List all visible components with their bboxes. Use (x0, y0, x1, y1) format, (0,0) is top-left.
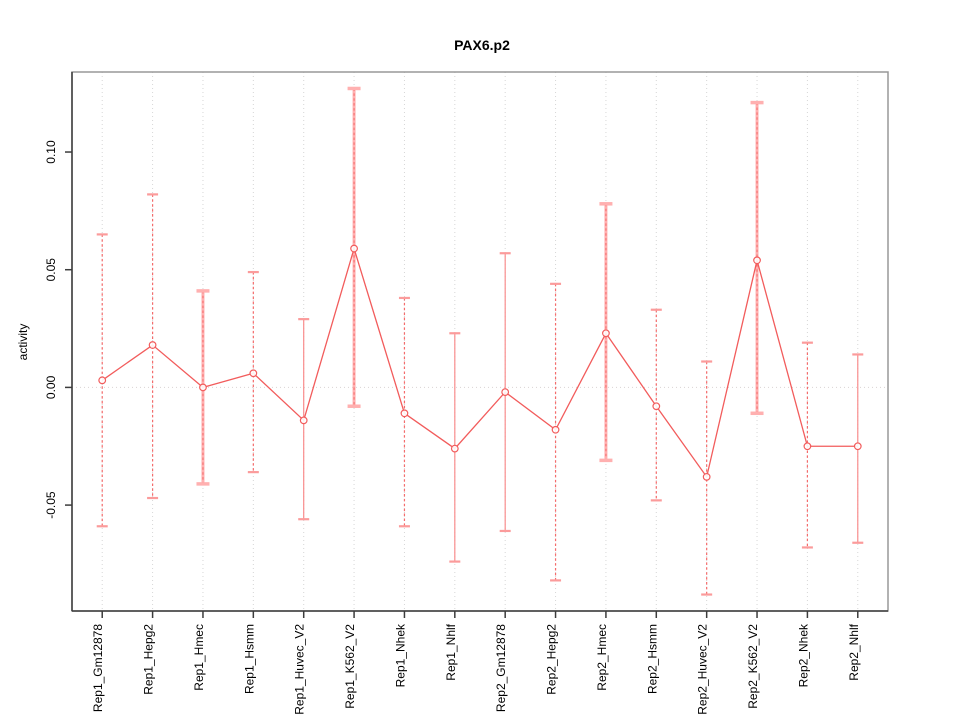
x-tick-label: Rep2_Huvec_V2 (696, 624, 710, 715)
data-point-marker (299, 416, 308, 425)
x-tick-label: Rep2_K562_V2 (746, 624, 760, 709)
series-line-layer (101, 246, 858, 479)
data-point-marker (501, 388, 510, 397)
x-tick-label: Rep2_Hsmm (645, 624, 659, 694)
error-bars-layer (96, 86, 864, 596)
data-point-marker (98, 376, 107, 385)
error-bar (96, 233, 108, 528)
data-point-marker (551, 425, 560, 434)
data-point-marker (199, 383, 207, 392)
x-tick-label: Rep2_Hepg2 (545, 624, 559, 695)
data-point-marker (400, 409, 409, 418)
chart-title: PAX6.p2 (454, 37, 510, 53)
x-tick-label: Rep1_Hsmm (242, 624, 256, 694)
data-point-marker (602, 329, 610, 338)
data-point-marker (853, 442, 862, 451)
x-tick-label: Rep1_Hepg2 (142, 624, 156, 695)
x-tick-label: Rep1_Huvec_V2 (293, 624, 307, 715)
mean-activity-line (101, 246, 858, 479)
axes-layer (65, 71, 889, 618)
data-point-marker (450, 444, 459, 453)
y-tick-label: 0.05 (44, 258, 58, 282)
x-tick-label: Rep2_Nhlf (847, 623, 861, 680)
error-bar (801, 341, 813, 549)
data-point-marker (148, 341, 157, 349)
x-tick-label: Rep1_Hmec (192, 624, 206, 691)
x-tick-label: Rep1_Gm12878 (91, 624, 105, 712)
data-point-marker (753, 256, 761, 265)
x-tick-label: Rep2_Nhek (796, 623, 810, 687)
gridlines-layer (72, 72, 888, 611)
data-point-marker (350, 244, 358, 253)
data-point-marker (803, 442, 812, 451)
data-point-marker (249, 369, 258, 378)
x-tick-label: Rep2_Hmec (595, 624, 609, 691)
y-tick-label: 0.00 (44, 375, 58, 399)
x-tick-label: Rep1_K562_V2 (343, 624, 357, 709)
x-tick-label: Rep1_Nhlf (444, 623, 458, 680)
y-axis-label: activity (16, 324, 30, 361)
y-tick-label: 0.10 (44, 140, 58, 164)
x-tick-label: Rep2_Gm12878 (494, 624, 508, 712)
data-point-marker (702, 472, 711, 481)
data-point-marker (652, 402, 661, 411)
data-points-layer (98, 244, 862, 481)
x-tick-label: Rep1_Nhek (393, 623, 407, 687)
error-bar (147, 193, 159, 500)
error-bar (701, 360, 713, 596)
plot-border (71, 71, 889, 612)
tick-labels-layer: -0.05 0.00 0.05 0.10 Rep1_Gm12878 Rep1_Hepg2 R… (44, 140, 861, 715)
y-tick-label: -0.05 (44, 491, 58, 519)
